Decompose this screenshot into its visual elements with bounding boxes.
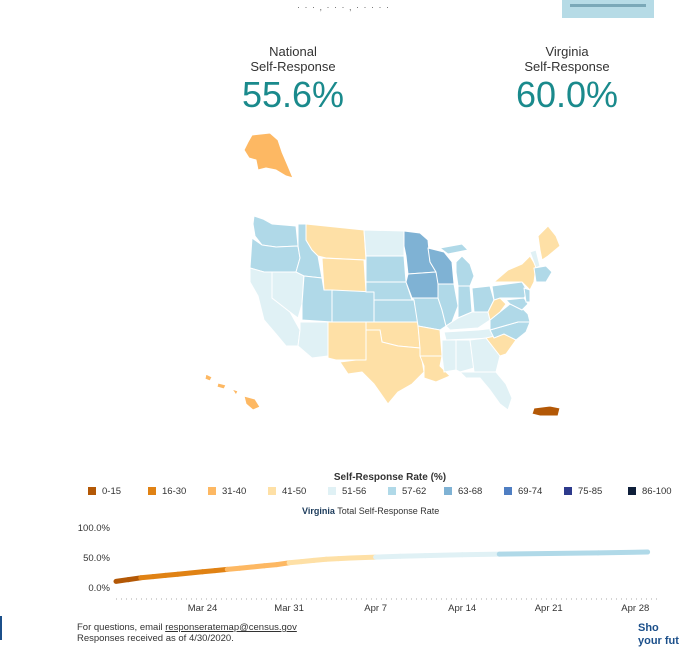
series-segment	[422, 552, 465, 559]
virginia-sublabel: Self-Response	[524, 59, 610, 74]
state-new-jersey[interactable]	[523, 287, 531, 303]
x-tick-label: Apr 21	[535, 603, 563, 614]
legend-swatch	[628, 487, 636, 495]
legend-item: 51-56	[328, 486, 366, 497]
chart-title: Virginia Total Self-Response Rate	[302, 506, 439, 516]
state-new-mexico[interactable]	[327, 321, 367, 361]
legend-label: 75-85	[578, 486, 603, 497]
national-value: 55.6%	[241, 74, 345, 115]
series-segment	[397, 553, 428, 559]
national-sublabel: Self-Response	[250, 59, 336, 74]
series-segment	[546, 550, 601, 556]
state-iowa[interactable]	[405, 271, 441, 299]
state-arizona[interactable]	[297, 321, 329, 359]
state-vermont[interactable]	[529, 249, 541, 269]
footer-prefix: For questions, email	[77, 622, 166, 633]
x-tick-label: Apr 28	[621, 603, 649, 614]
state-hawaii[interactable]	[204, 373, 261, 411]
state-alaska[interactable]	[243, 132, 294, 179]
series-segment	[348, 554, 379, 561]
us-response-map[interactable]	[0, 0, 684, 470]
legend-swatch	[268, 487, 276, 495]
national-stat: National Self-Response 55.6%	[218, 44, 368, 115]
state-south-dakota[interactable]	[365, 255, 407, 283]
legend-swatch	[444, 487, 452, 495]
national-label: National	[269, 44, 317, 59]
state-alabama[interactable]	[455, 339, 475, 373]
series-segment	[496, 551, 552, 557]
y-tick-label: 50.0%	[83, 553, 110, 564]
cta-line1: Sho	[638, 622, 659, 634]
state-arkansas[interactable]	[417, 325, 443, 357]
state-louisiana[interactable]	[419, 355, 451, 383]
state-florida[interactable]	[459, 371, 513, 411]
legend-label: 0-15	[102, 486, 122, 497]
legend-label: 69-74	[518, 486, 543, 497]
state-michigan[interactable]	[439, 243, 475, 287]
legend-swatch	[328, 487, 336, 495]
legend-label: 31-40	[222, 486, 247, 497]
trend-chart: 100.0% 50.0% 0.0% Mar 24 Mar 31 Apr 7 Apr 14 Ap…	[78, 523, 660, 614]
state-massachusetts[interactable]	[533, 265, 553, 283]
chart-title-state: Virginia	[302, 506, 335, 516]
chart-title-rest: Total Self-Response Rate	[337, 506, 440, 516]
edge-marks	[0, 616, 5, 640]
legend-label: 86-100	[642, 486, 672, 497]
legend-item: 75-85	[564, 486, 602, 497]
y-tick-label: 0.0%	[88, 583, 110, 594]
footer-date: Responses received as of 4/30/2020.	[77, 633, 234, 644]
state-texas[interactable]	[339, 329, 425, 405]
x-tick-label: Mar 31	[274, 603, 304, 614]
legend-item: 86-100	[628, 486, 672, 497]
state-washington[interactable]	[252, 215, 299, 248]
legend-swatch	[148, 487, 156, 495]
legend-item: 16-30	[148, 486, 186, 497]
state-maine[interactable]	[537, 225, 561, 261]
state-maryland[interactable]	[505, 297, 529, 311]
legend-label: 51-56	[342, 486, 367, 497]
y-tick-label: 100.0%	[78, 523, 111, 534]
territory-puerto-rico[interactable]	[531, 405, 561, 417]
top-button-label-bar	[570, 4, 646, 7]
legend-swatch	[504, 487, 512, 495]
legend-label: 57-62	[402, 486, 427, 497]
x-tick-label: Apr 14	[448, 603, 476, 614]
series-segment	[459, 551, 502, 558]
legend-item: 31-40	[208, 486, 246, 497]
legend-item: 69-74	[504, 486, 542, 497]
cta-line2: your fut	[638, 635, 679, 647]
virginia-stat: Virginia Self-Response 60.0%	[490, 44, 644, 115]
state-wyoming[interactable]	[321, 257, 367, 293]
x-tick-label: Mar 24	[188, 603, 218, 614]
state-kansas[interactable]	[373, 299, 419, 323]
top-button[interactable]	[562, 0, 654, 18]
state-mississippi[interactable]	[441, 339, 457, 373]
state-colorado[interactable]	[331, 289, 375, 323]
series-segment	[595, 549, 651, 556]
legend-swatch	[564, 487, 572, 495]
legend-title: Self-Response Rate (%)	[333, 472, 447, 483]
footer-info: For questions, email responseratemap@cen…	[77, 622, 297, 644]
legend-item: 57-62	[388, 486, 426, 497]
email-link[interactable]: responseratemap@census.gov	[165, 622, 297, 633]
virginia-label: Virginia	[545, 44, 589, 59]
legend-item: 41-50	[268, 486, 306, 497]
legend-item: 63-68	[444, 486, 482, 497]
state-virginia[interactable]	[489, 303, 531, 331]
legend-label: 16-30	[162, 486, 187, 497]
state-north-dakota[interactable]	[363, 229, 405, 257]
legend-label: 41-50	[282, 486, 307, 497]
header-cut-text: · · · , · · · , · · · · ·	[297, 2, 390, 12]
virginia-value: 60.0%	[515, 74, 619, 115]
cta-link[interactable]: Sho your fut	[638, 622, 679, 648]
state-pennsylvania[interactable]	[491, 281, 529, 301]
series-segment	[373, 553, 403, 560]
legend-swatch	[208, 487, 216, 495]
x-tick-label: Apr 7	[364, 603, 387, 614]
legend-label: 63-68	[458, 486, 483, 497]
legend-item: 0-15	[88, 486, 121, 497]
legend-swatch	[388, 487, 396, 495]
legend-swatch	[88, 487, 96, 495]
